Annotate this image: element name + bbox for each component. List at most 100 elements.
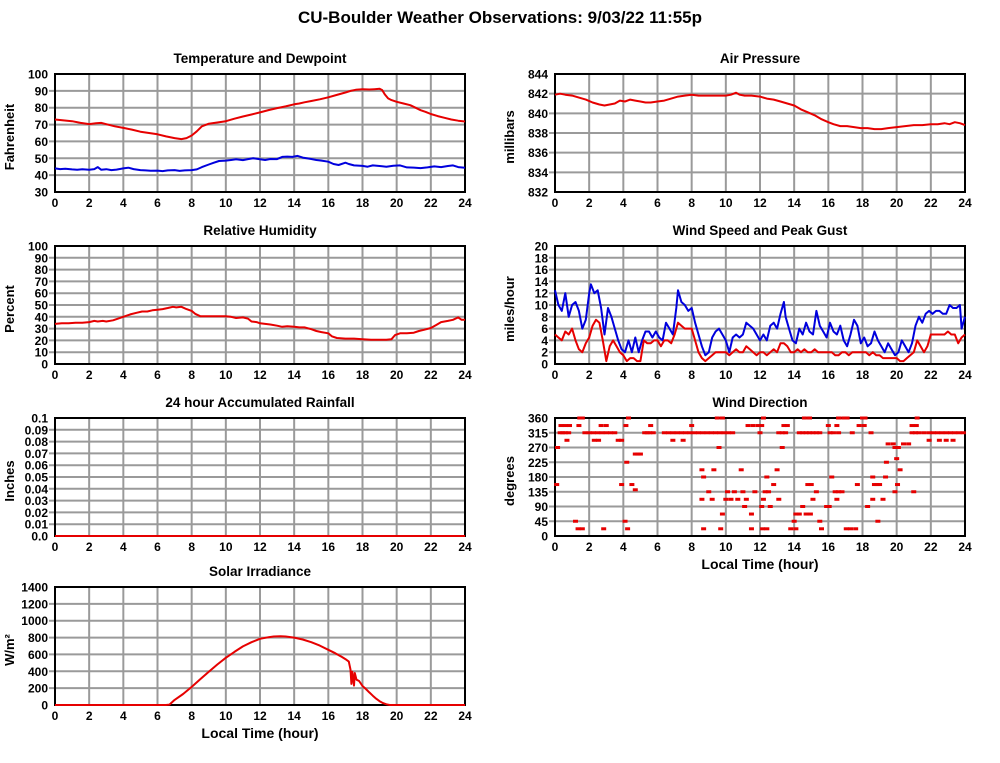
svg-text:2: 2 bbox=[586, 196, 593, 210]
chart-title: 24 hour Accumulated Rainfall bbox=[165, 395, 354, 410]
svg-text:360: 360 bbox=[528, 412, 548, 426]
chart-rainfall: 24 hour Accumulated Rainfall Inches 0.0 0… bbox=[0, 389, 500, 561]
svg-text:8: 8 bbox=[188, 540, 195, 554]
svg-text:2: 2 bbox=[586, 540, 593, 554]
svg-text:16: 16 bbox=[822, 196, 836, 210]
svg-text:4: 4 bbox=[120, 540, 127, 554]
svg-text:6: 6 bbox=[654, 368, 661, 382]
svg-text:0.03: 0.03 bbox=[25, 494, 49, 508]
svg-text:70: 70 bbox=[35, 118, 49, 132]
svg-text:20: 20 bbox=[890, 540, 904, 554]
svg-text:400: 400 bbox=[28, 665, 48, 679]
svg-text:60: 60 bbox=[35, 135, 49, 149]
svg-text:8: 8 bbox=[188, 196, 195, 210]
svg-text:18: 18 bbox=[856, 196, 870, 210]
svg-text:12: 12 bbox=[535, 287, 549, 301]
chart-solar-irradiance: Solar Irradiance W/m² Local Time (hour) … bbox=[0, 558, 500, 763]
svg-text:14: 14 bbox=[287, 196, 301, 210]
svg-text:840: 840 bbox=[528, 107, 548, 121]
temperature-dewpoint-plot: Temperature and Dewpoint Fahrenheit 3040… bbox=[2, 51, 472, 211]
svg-text:0: 0 bbox=[52, 368, 59, 382]
svg-text:24: 24 bbox=[958, 540, 972, 554]
svg-text:8: 8 bbox=[541, 310, 548, 324]
chart-title: Relative Humidity bbox=[203, 223, 317, 238]
svg-text:24: 24 bbox=[458, 540, 472, 554]
rainfall-plot: 24 hour Accumulated Rainfall Inches 0.00… bbox=[2, 395, 472, 555]
y-axis-label: degrees bbox=[502, 456, 517, 506]
svg-text:0.08: 0.08 bbox=[25, 435, 49, 449]
svg-text:80: 80 bbox=[35, 101, 49, 115]
svg-text:0.06: 0.06 bbox=[25, 459, 49, 473]
svg-text:90: 90 bbox=[35, 84, 49, 98]
svg-text:836: 836 bbox=[528, 146, 548, 160]
svg-text:838: 838 bbox=[528, 127, 548, 141]
svg-text:14: 14 bbox=[287, 709, 301, 723]
wind-speed-gust-plot: Wind Speed and Peak Gust miles/hour 0246… bbox=[502, 223, 972, 383]
svg-text:24: 24 bbox=[458, 196, 472, 210]
page-title: CU-Boulder Weather Observations: 9/03/22… bbox=[297, 8, 703, 27]
svg-text:12: 12 bbox=[753, 196, 767, 210]
svg-text:844: 844 bbox=[528, 68, 548, 82]
svg-text:0.1: 0.1 bbox=[31, 412, 48, 426]
svg-text:22: 22 bbox=[424, 196, 438, 210]
svg-text:0.01: 0.01 bbox=[25, 518, 49, 532]
svg-text:18: 18 bbox=[356, 540, 370, 554]
svg-text:10: 10 bbox=[719, 368, 733, 382]
svg-text:22: 22 bbox=[924, 540, 938, 554]
svg-text:4: 4 bbox=[620, 368, 627, 382]
chart-title: Wind Direction bbox=[712, 395, 807, 410]
svg-text:0: 0 bbox=[541, 358, 548, 372]
svg-text:225: 225 bbox=[528, 456, 548, 470]
svg-text:6: 6 bbox=[154, 709, 161, 723]
svg-text:4: 4 bbox=[620, 196, 627, 210]
svg-text:200: 200 bbox=[28, 682, 48, 696]
svg-text:14: 14 bbox=[535, 275, 549, 289]
svg-text:20: 20 bbox=[390, 709, 404, 723]
chart-temperature-dewpoint: Temperature and Dewpoint Fahrenheit 30 40… bbox=[0, 45, 500, 217]
svg-text:4: 4 bbox=[541, 334, 548, 348]
wind-direction-plot: Wind Direction degrees Local Time (hour)… bbox=[502, 395, 972, 572]
svg-text:6: 6 bbox=[154, 196, 161, 210]
svg-text:20: 20 bbox=[390, 368, 404, 382]
svg-text:10: 10 bbox=[535, 299, 549, 313]
svg-text:832: 832 bbox=[528, 186, 548, 200]
svg-text:16: 16 bbox=[322, 368, 336, 382]
svg-text:0.09: 0.09 bbox=[25, 423, 49, 437]
x-axis-label: Local Time (hour) bbox=[701, 556, 818, 572]
svg-text:12: 12 bbox=[253, 368, 267, 382]
svg-text:4: 4 bbox=[120, 709, 127, 723]
svg-text:8: 8 bbox=[688, 368, 695, 382]
svg-text:2: 2 bbox=[86, 368, 93, 382]
svg-text:0: 0 bbox=[541, 530, 548, 544]
y-axis-label: Percent bbox=[2, 284, 17, 332]
svg-text:4: 4 bbox=[620, 540, 627, 554]
chart-title: Temperature and Dewpoint bbox=[173, 51, 347, 66]
svg-text:24: 24 bbox=[958, 368, 972, 382]
svg-text:16: 16 bbox=[322, 709, 336, 723]
svg-text:6: 6 bbox=[154, 368, 161, 382]
svg-text:18: 18 bbox=[356, 368, 370, 382]
svg-text:12: 12 bbox=[753, 368, 767, 382]
plot-area: 0.00.010.020.030.040.050.060.070.080.090… bbox=[25, 412, 472, 555]
svg-text:12: 12 bbox=[253, 196, 267, 210]
svg-text:1200: 1200 bbox=[21, 597, 48, 611]
svg-text:24: 24 bbox=[458, 368, 472, 382]
svg-text:70: 70 bbox=[35, 275, 49, 289]
svg-text:24: 24 bbox=[458, 709, 472, 723]
svg-text:14: 14 bbox=[787, 368, 801, 382]
svg-text:12: 12 bbox=[253, 709, 267, 723]
y-axis-label: Fahrenheit bbox=[2, 103, 17, 170]
svg-text:16: 16 bbox=[822, 368, 836, 382]
svg-text:16: 16 bbox=[322, 196, 336, 210]
svg-text:40: 40 bbox=[35, 169, 49, 183]
svg-text:4: 4 bbox=[120, 368, 127, 382]
y-axis-label: miles/hour bbox=[502, 276, 517, 342]
svg-text:10: 10 bbox=[219, 540, 233, 554]
svg-text:2: 2 bbox=[541, 346, 548, 360]
svg-text:40: 40 bbox=[35, 310, 49, 324]
svg-text:8: 8 bbox=[188, 368, 195, 382]
